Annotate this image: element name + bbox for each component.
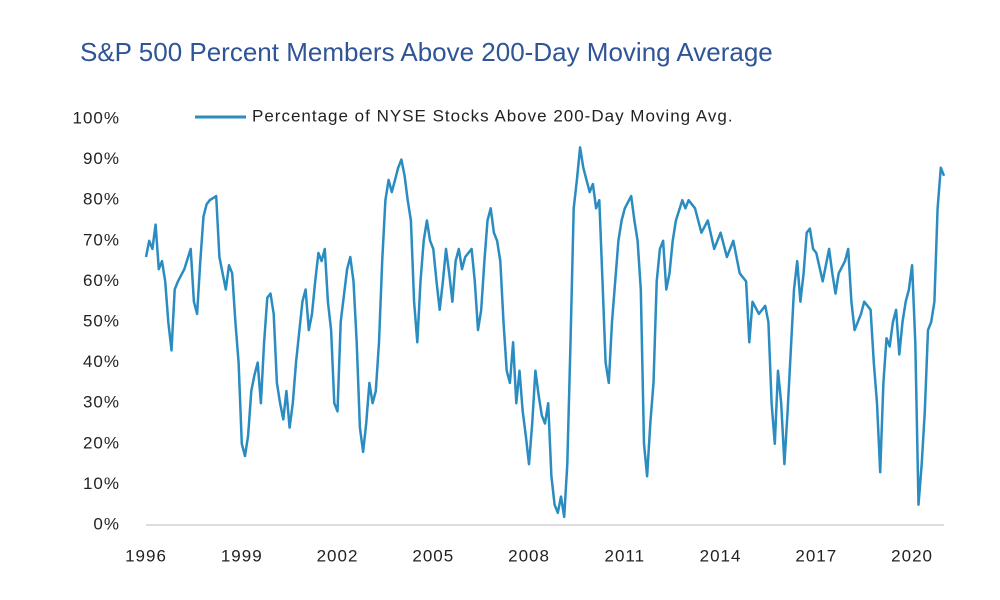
x-tick-label: 1999 bbox=[221, 546, 263, 565]
x-tick-label: 2011 bbox=[605, 546, 646, 565]
chart-title: S&P 500 Percent Members Above 200-Day Mo… bbox=[80, 37, 773, 67]
y-tick-label: 80% bbox=[83, 190, 120, 209]
y-tick-label: 0% bbox=[93, 514, 120, 533]
y-tick-label: 70% bbox=[83, 230, 120, 249]
y-tick-label: 20% bbox=[83, 433, 120, 452]
x-tick-label: 2017 bbox=[795, 546, 837, 565]
legend-label: Percentage of NYSE Stocks Above 200-Day … bbox=[252, 106, 734, 125]
x-tick-label: 2005 bbox=[412, 546, 454, 565]
x-tick-label: 2002 bbox=[317, 546, 359, 565]
y-tick-label: 60% bbox=[83, 271, 120, 290]
y-tick-label: 40% bbox=[83, 352, 120, 371]
y-tick-label: 100% bbox=[73, 108, 120, 127]
x-tick-label: 2020 bbox=[891, 546, 933, 565]
y-tick-label: 10% bbox=[83, 474, 120, 493]
x-tick-label: 2014 bbox=[700, 546, 742, 565]
x-tick-label: 2008 bbox=[508, 546, 550, 565]
x-tick-label: 1996 bbox=[125, 546, 167, 565]
data-line bbox=[144, 146, 946, 519]
y-tick-label: 50% bbox=[83, 311, 120, 330]
y-tick-label: 30% bbox=[83, 393, 120, 412]
y-tick-label: 90% bbox=[83, 149, 120, 168]
